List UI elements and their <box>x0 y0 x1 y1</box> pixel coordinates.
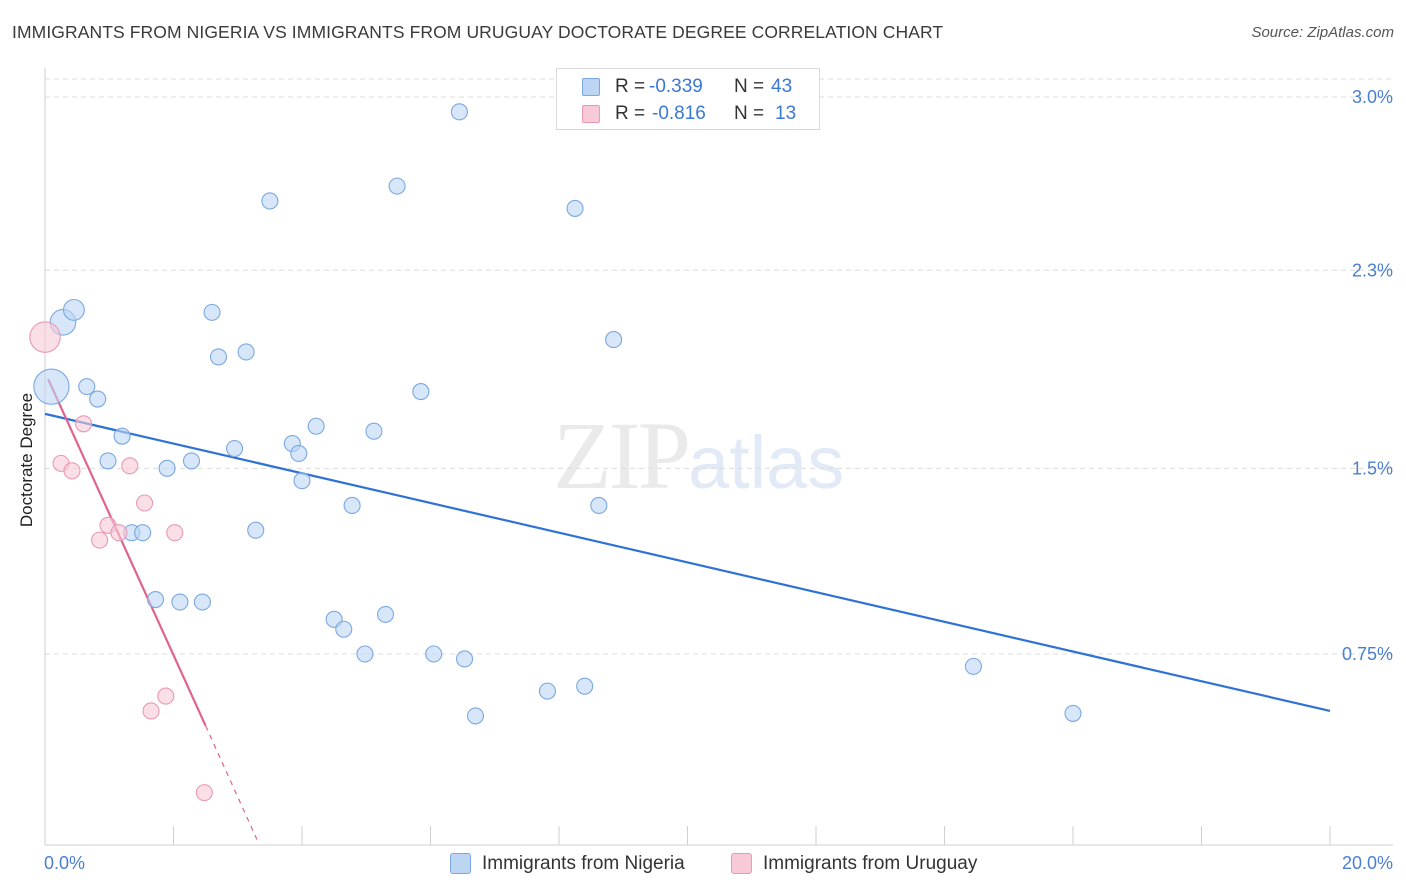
nigeria-point <box>1064 704 1082 722</box>
uruguay-point <box>29 321 61 353</box>
watermark-zip: ZIP <box>553 402 691 509</box>
nigeria-point <box>237 343 255 361</box>
legend-label: Immigrants from Uruguay <box>763 853 978 874</box>
n-label: N = <box>734 103 765 124</box>
uruguay-point <box>121 457 139 475</box>
uruguay-point <box>166 524 184 542</box>
nigeria-point <box>171 593 189 611</box>
x-tick-label: 20.0% <box>1342 853 1393 873</box>
uruguay-point <box>63 462 81 480</box>
nigeria-point <box>335 620 353 638</box>
nigeria-point <box>450 103 468 121</box>
series-legend: Immigrants from Nigeria Immigrants from … <box>0 851 1406 877</box>
n-value: 43 <box>771 76 793 97</box>
nigeria-point <box>293 472 311 490</box>
nigeria-point <box>209 348 228 366</box>
nigeria-point <box>605 331 623 349</box>
nigeria-point <box>113 427 131 445</box>
legend-label: Immigrants from Nigeria <box>482 853 685 874</box>
n-label: N = <box>734 76 765 97</box>
nigeria-point <box>566 199 584 217</box>
y-tick-label: 2.3% <box>1352 260 1393 280</box>
trend-layer <box>44 378 1331 840</box>
uruguay-point <box>142 702 160 720</box>
uruguay-point <box>136 494 154 512</box>
nigeria-point <box>590 496 608 515</box>
nigeria-point <box>89 390 107 408</box>
nigeria-point <box>365 422 383 440</box>
label-layer: 0.75% 1.5% 2.3% 3.0% 0.0% 20.0% <box>44 87 1393 873</box>
nigeria-point <box>134 524 152 542</box>
nigeria-point <box>425 645 443 663</box>
stats-legend: R = -0.339 N = 43 R = -0.816 N = 13 <box>556 68 820 130</box>
nigeria-point <box>466 707 485 725</box>
uruguay-point <box>195 784 213 802</box>
nigeria-point <box>343 496 361 515</box>
n-value: 13 <box>775 103 797 124</box>
grid-layer <box>45 78 1393 655</box>
nigeria-point <box>247 521 265 539</box>
nigeria-point <box>964 657 982 675</box>
nigeria-point <box>290 444 308 463</box>
nigeria-point <box>388 177 406 195</box>
x-tick-label: 0.0% <box>44 853 85 873</box>
nigeria-point <box>538 682 556 700</box>
uruguay-trend-extension <box>205 725 258 840</box>
y-tick-label: 1.5% <box>1352 458 1393 478</box>
nigeria-point <box>182 452 201 470</box>
nigeria-point <box>203 303 221 321</box>
watermark-atlas: atlas <box>688 421 845 504</box>
nigeria-point <box>261 192 279 210</box>
nigeria-point <box>33 368 70 405</box>
chart-title: IMMIGRANTS FROM NIGERIA VS IMMIGRANTS FR… <box>12 22 944 42</box>
watermark: ZIPatlas <box>553 400 844 511</box>
r-label: R = <box>615 103 646 124</box>
point-layer <box>29 103 1082 802</box>
uruguay-point <box>110 524 128 542</box>
y-tick-label: 0.75% <box>1342 644 1393 664</box>
nigeria-point <box>356 645 374 663</box>
uruguay-legend-swatch <box>731 853 752 874</box>
nigeria-point <box>307 417 325 435</box>
nigeria-legend-swatch <box>450 853 471 874</box>
r-value: -0.339 <box>649 76 703 97</box>
uruguay-swatch <box>582 105 600 123</box>
r-label: R = <box>615 76 646 97</box>
uruguay-point <box>157 687 175 705</box>
axis-layer <box>44 68 1393 846</box>
source-label: Source: ZipAtlas.com <box>1251 24 1394 41</box>
nigeria-point <box>158 459 176 477</box>
uruguay-point <box>75 415 93 433</box>
nigeria-point <box>146 590 165 609</box>
nigeria-point <box>576 677 594 695</box>
nigeria-trend-line <box>44 412 1331 713</box>
uruguay-point <box>91 531 109 549</box>
nigeria-point <box>62 298 85 321</box>
y-tick-label: 3.0% <box>1352 87 1393 107</box>
uruguay-trend-line <box>47 378 207 727</box>
nigeria-swatch <box>582 78 600 96</box>
nigeria-point <box>376 605 395 623</box>
nigeria-point <box>456 650 474 668</box>
nigeria-point <box>78 378 96 396</box>
nigeria-point <box>99 452 117 470</box>
nigeria-point <box>412 383 430 401</box>
r-value: -0.816 <box>652 103 706 124</box>
nigeria-point <box>225 439 244 458</box>
nigeria-point <box>193 593 211 611</box>
